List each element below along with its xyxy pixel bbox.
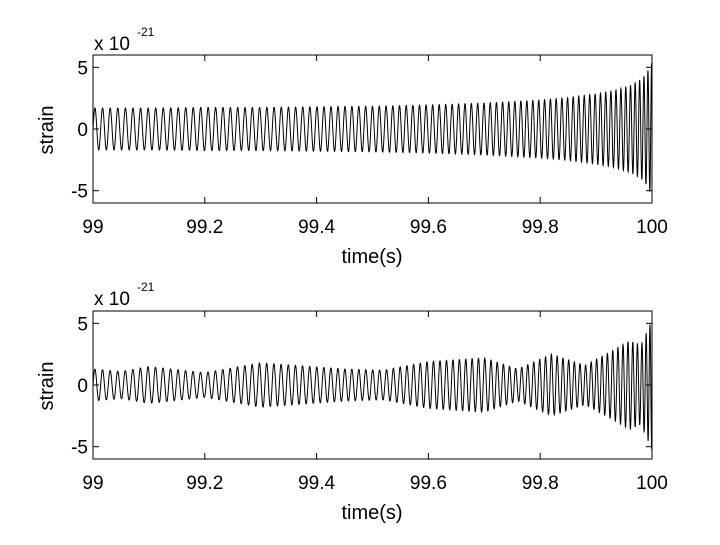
bottom-x-ticks: 99 99.2 99.4 99.6 99.8 100 [82,311,668,494]
bottom-y-multiplier: x 10 -21 [94,280,155,310]
bottom-multiplier-exponent: -21 [137,280,155,294]
bottom-y-tick-label: 0 [77,376,88,397]
bottom-x-tick-label: 99.2 [186,473,223,494]
top-strain-series-line [92,62,653,192]
top-x-ticks: 99 99.2 99.4 99.6 99.8 100 [82,55,668,238]
top-y-tick-label: 5 [77,58,88,79]
top-y-tick-label: -5 [71,182,88,203]
top-y-multiplier: x 10 -21 [94,25,155,55]
bottom-multiplier-base: x 10 [94,289,130,310]
bottom-y-tick-label: 5 [77,314,88,335]
bottom-x-tick-label: 99.8 [522,473,559,494]
top-x-tick-label: 99.6 [410,217,447,238]
top-x-tick-label: 100 [636,217,668,238]
bottom-x-tick-label: 100 [636,473,668,494]
top-x-tick-label: 99.8 [522,217,559,238]
bottom-x-axis-label: time(s) [341,502,402,524]
bottom-strain-series-line [92,324,653,450]
top-x-axis-label: time(s) [341,246,402,268]
bottom-x-tick-label: 99.4 [298,473,335,494]
top-axes-frame [92,54,653,204]
bottom-y-tick-label: -5 [71,438,88,459]
top-x-tick-label: 99.4 [298,217,335,238]
bottom-x-tick-label: 99 [82,473,103,494]
top-multiplier-base: x 10 [94,34,130,55]
bottom-subplot: x 10 -21 strain time(s) 99 99.2 99.4 99.6 99… [36,280,668,524]
top-y-tick-label: 0 [77,120,88,141]
top-multiplier-exponent: -21 [137,25,155,39]
top-x-tick-label: 99.2 [186,217,223,238]
top-subplot: x 10 -21 strain time(s) 99 99.2 99.4 99.6 99… [36,25,668,268]
top-y-axis-label: strain [36,106,58,155]
bottom-y-axis-label: strain [36,362,58,411]
top-x-tick-label: 99 [82,217,103,238]
bottom-x-tick-label: 99.6 [410,473,447,494]
bottom-axes-frame [92,310,653,460]
